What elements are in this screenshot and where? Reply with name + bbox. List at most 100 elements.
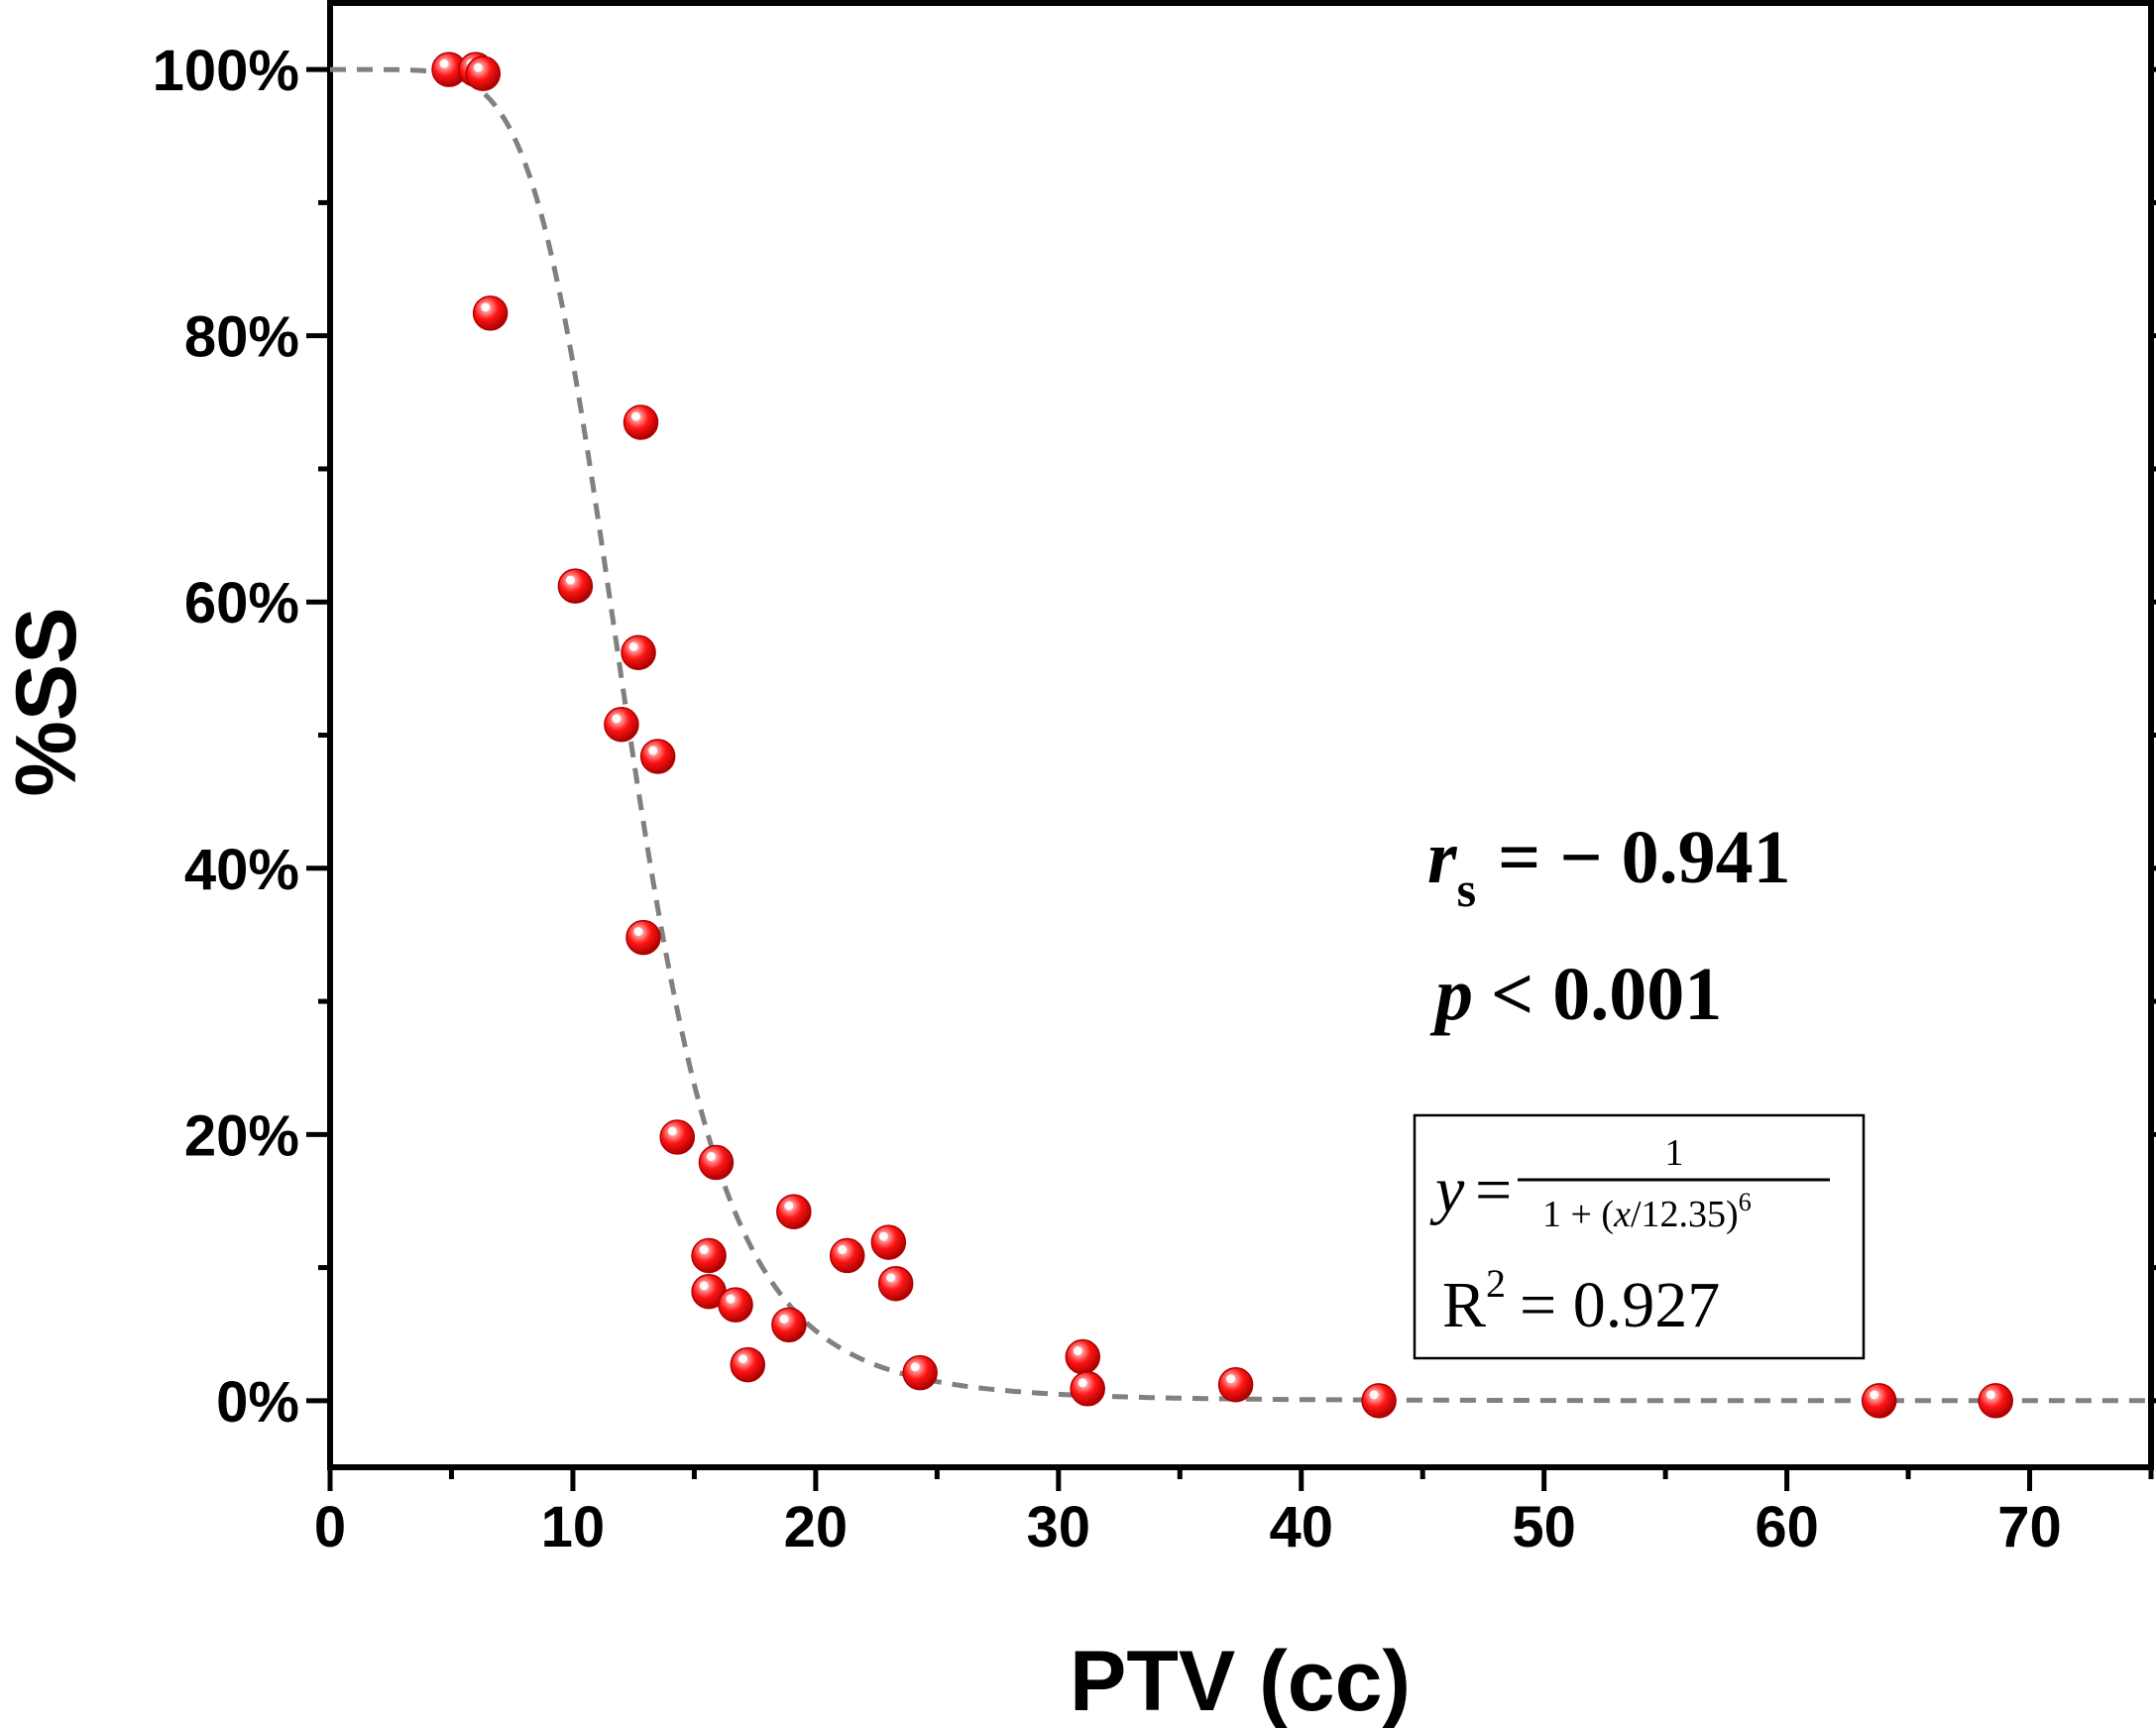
data-point-marker <box>829 1237 865 1274</box>
data-point <box>557 568 594 604</box>
formula-equals: = <box>1475 1154 1512 1226</box>
data-point-highlight <box>612 714 622 724</box>
data-point-highlight <box>784 1201 794 1210</box>
axis-tick-labels: 0 10 20 30 40 50 60 70 0% 20% 40% 60% 80% 100% <box>153 39 2062 1559</box>
data-point-highlight <box>1369 1390 1379 1400</box>
data-point <box>730 1346 766 1383</box>
data-point-highlight <box>1986 1390 1995 1400</box>
data-point-marker <box>1065 1338 1101 1375</box>
x-tick-label: 30 <box>1027 1495 1091 1559</box>
data-point <box>718 1287 753 1323</box>
x-tick-label: 50 <box>1512 1495 1576 1559</box>
data-point <box>604 707 639 743</box>
data-point-marker <box>730 1346 766 1383</box>
x-tick-label: 60 <box>1755 1495 1819 1559</box>
data-point-highlight <box>628 641 638 651</box>
data-point-highlight <box>738 1354 747 1364</box>
data-point-marker <box>1361 1383 1397 1419</box>
data-point-highlight <box>838 1245 848 1255</box>
data-point <box>623 404 659 440</box>
data-point-marker <box>604 707 639 743</box>
data-point-highlight <box>648 746 658 755</box>
x-tick-label: 0 <box>314 1495 346 1559</box>
data-point-marker <box>472 295 509 331</box>
data-point-highlight <box>667 1126 677 1136</box>
data-point-highlight <box>1078 1378 1087 1388</box>
data-point-marker <box>625 919 661 956</box>
data-point <box>902 1354 938 1391</box>
formula-denominator: 1 + (x/12.35)6 <box>1542 1188 1752 1235</box>
x-tick-label: 10 <box>541 1495 606 1559</box>
data-point-highlight <box>1073 1346 1082 1356</box>
y-tick-label: 100% <box>153 39 299 103</box>
data-point-marker <box>771 1307 807 1343</box>
data-point-highlight <box>699 1281 709 1291</box>
data-point <box>1361 1383 1397 1419</box>
y-axis-title: %SS <box>0 607 94 796</box>
data-point-highlight <box>1870 1390 1879 1400</box>
data-point-highlight <box>706 1152 716 1162</box>
data-point-marker <box>1978 1383 2013 1419</box>
formula-y: y <box>1429 1154 1465 1226</box>
p-value-annotation: p < 0.001 <box>1429 953 1722 1036</box>
data-point-highlight <box>1226 1374 1236 1384</box>
fit-equation-box: y = 1 1 + (x/12.35)6 R2 = 0.927 <box>1413 1113 1866 1360</box>
y-tick-label: 20% <box>184 1103 299 1168</box>
x-axis-title: PTV (cc) <box>1070 1634 1411 1729</box>
data-point <box>621 634 656 671</box>
data-point-marker <box>698 1144 735 1181</box>
data-point-marker <box>1070 1371 1105 1407</box>
data-point <box>829 1237 865 1274</box>
x-tick-label: 20 <box>784 1495 849 1559</box>
data-point <box>771 1307 807 1343</box>
data-point-marker <box>691 1237 727 1274</box>
data-point-marker <box>902 1354 938 1391</box>
y-tick-label: 60% <box>184 571 299 635</box>
data-point-marker <box>621 634 656 671</box>
data-point <box>659 1119 696 1155</box>
data-point-highlight <box>699 1245 709 1255</box>
data-point-highlight <box>631 411 641 421</box>
data-point <box>870 1224 907 1260</box>
data-point-highlight <box>439 58 449 68</box>
data-point <box>625 919 661 956</box>
x-tick-label: 40 <box>1269 1495 1333 1559</box>
data-point <box>698 1144 735 1181</box>
data-point-marker <box>870 1224 907 1260</box>
data-point-highlight <box>481 302 491 312</box>
r-squared: R2 = 0.927 <box>1442 1261 1720 1341</box>
data-point-highlight <box>779 1314 789 1324</box>
formula-numerator: 1 <box>1665 1132 1684 1174</box>
data-point <box>472 295 509 331</box>
data-point-marker <box>1861 1383 1897 1419</box>
data-point <box>776 1194 812 1229</box>
data-point <box>1065 1338 1101 1375</box>
y-tick-label: 0% <box>216 1370 299 1435</box>
spearman-annotation: rs = − 0.941 <box>1427 816 1791 917</box>
data-point <box>1978 1383 2013 1419</box>
data-point-marker <box>659 1119 696 1155</box>
data-point-marker <box>776 1194 812 1229</box>
data-point-highlight <box>878 1231 888 1241</box>
data-point-marker <box>623 404 659 440</box>
data-point-highlight <box>565 575 575 585</box>
data-point-highlight <box>886 1273 896 1283</box>
data-point-marker <box>465 56 502 91</box>
data-point <box>1070 1371 1105 1407</box>
axis-ticks <box>306 0 2156 1491</box>
x-tick-label: 70 <box>1997 1495 2062 1559</box>
data-point <box>1861 1383 1897 1419</box>
data-point-marker <box>718 1287 753 1323</box>
data-point-highlight <box>726 1294 736 1304</box>
data-point-marker <box>557 568 594 604</box>
plot-area <box>327 0 2154 1470</box>
data-point <box>1217 1367 1254 1403</box>
data-point <box>877 1265 914 1302</box>
data-point-highlight <box>473 62 483 72</box>
data-point-marker <box>639 739 676 774</box>
data-point <box>639 739 676 774</box>
data-point <box>691 1237 727 1274</box>
data-points <box>431 52 2013 1419</box>
data-point-highlight <box>910 1362 920 1372</box>
